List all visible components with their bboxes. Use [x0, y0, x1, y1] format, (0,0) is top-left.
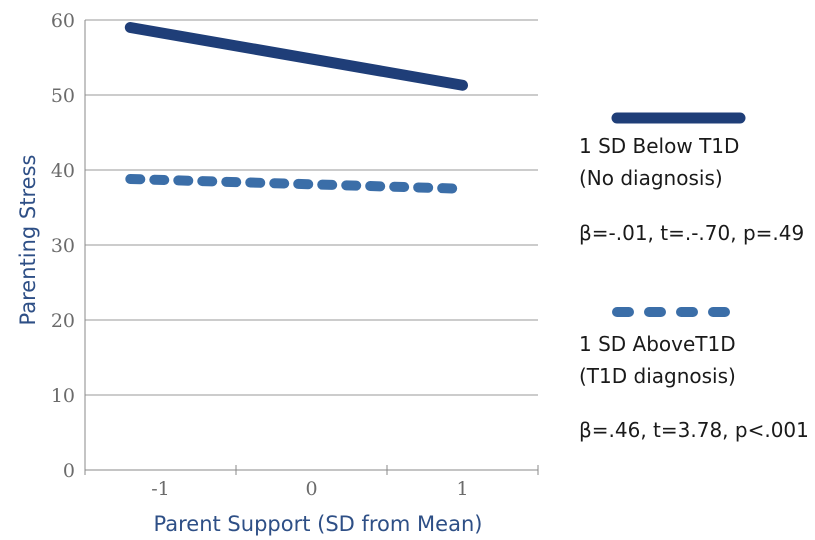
legend-statistic: β=.46, t=3.78, p<.001	[579, 418, 809, 442]
y-tick-label: 40	[51, 160, 75, 182]
x-tick-label: 1	[456, 478, 468, 500]
y-axis-title: Parenting Stress	[16, 155, 40, 326]
y-tick-label: 30	[51, 235, 75, 257]
x-tick-label: -1	[151, 478, 170, 500]
legend-label: (No diagnosis)	[579, 166, 723, 190]
y-tick-label: 10	[51, 385, 75, 407]
axes: 0 10 20 30 40 50 60 -1 0 1	[51, 10, 539, 500]
y-tick-label: 20	[51, 310, 75, 332]
gridlines	[85, 19, 538, 471]
legend-label: 1 SD Below T1D	[579, 134, 739, 158]
series-lines	[124, 22, 468, 194]
y-tick-label: 60	[51, 10, 75, 32]
legend: 1 SD Below T1D (No diagnosis) β=-.01, t=.-…	[579, 112, 809, 442]
x-tick-label: 0	[305, 478, 317, 500]
y-tick-label: 50	[51, 85, 75, 107]
series-line-1	[124, 22, 468, 91]
x-axis-title: Parent Support (SD from Mean)	[154, 512, 483, 536]
legend-label: (T1D diagnosis)	[579, 364, 736, 388]
legend-statistic: β=-.01, t=.-.70, p=.49	[579, 221, 804, 245]
series-line-2	[125, 174, 468, 194]
legend-label: 1 SD AboveT1D	[579, 332, 736, 356]
y-tick-label: 0	[63, 460, 75, 482]
